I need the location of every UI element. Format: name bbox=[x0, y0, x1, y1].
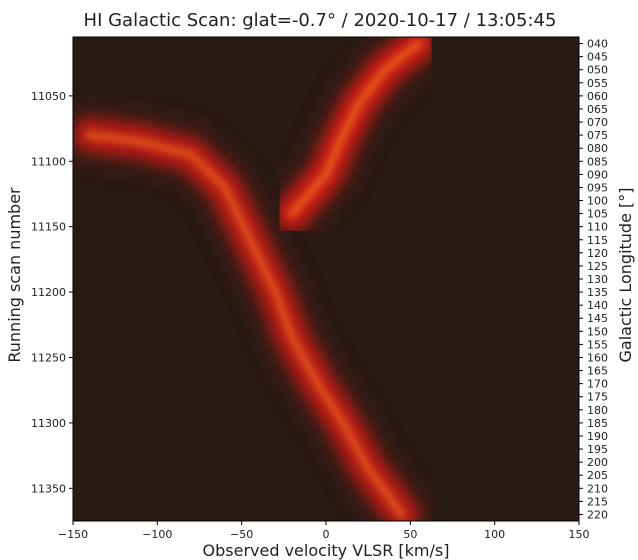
x-tick-label: 100 bbox=[484, 528, 505, 541]
y-tick-label: 11350 bbox=[31, 482, 66, 495]
x-tick-label: −150 bbox=[58, 528, 88, 541]
emission-core-0 bbox=[85, 131, 406, 519]
x-tick-label: −50 bbox=[230, 528, 253, 541]
y2-tick-label: 135 bbox=[587, 286, 608, 299]
y2-tick-label: 065 bbox=[587, 103, 608, 116]
y-tick-label: 11200 bbox=[31, 286, 66, 299]
y2-tick-label: 165 bbox=[587, 365, 608, 378]
y2-tick-label: 080 bbox=[587, 142, 608, 155]
chart-title: HI Galactic Scan: glat=-0.7° / 2020-10-1… bbox=[84, 10, 557, 31]
y2-tick-label: 200 bbox=[587, 456, 608, 469]
x-tick-label: 150 bbox=[569, 528, 590, 541]
y2-tick-label: 055 bbox=[587, 77, 608, 90]
y2-tick-label: 155 bbox=[587, 338, 608, 351]
y-axis-right: 0400450500550600650700750800850900951001… bbox=[579, 38, 608, 521]
y2-tick-label: 205 bbox=[587, 469, 608, 482]
y2-tick-label: 045 bbox=[587, 51, 608, 64]
y-tick-label: 11150 bbox=[31, 221, 66, 234]
y2-tick-label: 095 bbox=[587, 181, 608, 194]
y-tick-label: 11100 bbox=[31, 155, 66, 168]
y-tick-label: 11250 bbox=[31, 351, 66, 364]
y2-tick-label: 180 bbox=[587, 404, 608, 417]
y2-tick-label: 040 bbox=[587, 38, 608, 51]
y2-tick-label: 220 bbox=[587, 508, 608, 521]
y2-tick-label: 100 bbox=[587, 195, 608, 208]
y2-tick-label: 215 bbox=[587, 495, 608, 508]
y2-tick-label: 210 bbox=[587, 482, 608, 495]
x-tick-label: 50 bbox=[403, 528, 417, 541]
y2-tick-label: 175 bbox=[587, 391, 608, 404]
y-axis-left: 11050 11100 11150 11200 11250 11300 11350 bbox=[31, 90, 73, 495]
y2-tick-label: 050 bbox=[587, 64, 608, 77]
y-tick-label: 11050 bbox=[31, 90, 66, 103]
emission-layer bbox=[73, 37, 454, 521]
y2-axis-label: Galactic Longitude [°] bbox=[616, 188, 635, 363]
y2-tick-label: 070 bbox=[587, 116, 608, 129]
x-tick-label: 0 bbox=[323, 528, 330, 541]
y2-tick-label: 130 bbox=[587, 273, 608, 286]
emission-core-1 bbox=[288, 39, 423, 218]
y2-tick-label: 150 bbox=[587, 325, 608, 338]
y2-tick-label: 105 bbox=[587, 208, 608, 221]
y2-tick-label: 110 bbox=[587, 221, 608, 234]
y2-tick-label: 195 bbox=[587, 443, 608, 456]
y2-tick-label: 090 bbox=[587, 168, 608, 181]
y-tick-label: 11300 bbox=[31, 417, 66, 430]
x-axis-label: Observed velocity VLSR [km/s] bbox=[203, 541, 450, 560]
x-axis: −150 −100 −50 0 50 100 150 bbox=[58, 521, 590, 541]
y2-tick-label: 060 bbox=[587, 90, 608, 103]
y2-tick-label: 160 bbox=[587, 351, 608, 364]
y2-tick-label: 145 bbox=[587, 312, 608, 325]
y2-tick-label: 120 bbox=[587, 247, 608, 260]
y2-tick-label: 115 bbox=[587, 234, 608, 247]
y2-tick-label: 190 bbox=[587, 430, 608, 443]
y2-tick-label: 170 bbox=[587, 378, 608, 391]
y2-tick-label: 075 bbox=[587, 129, 608, 142]
y2-tick-label: 140 bbox=[587, 299, 608, 312]
y2-tick-label: 125 bbox=[587, 260, 608, 273]
x-tick-label: −100 bbox=[142, 528, 172, 541]
plot-area bbox=[72, 36, 580, 522]
y-axis-label: Running scan number bbox=[5, 187, 24, 363]
y2-tick-label: 185 bbox=[587, 417, 608, 430]
y2-tick-label: 085 bbox=[587, 155, 608, 168]
